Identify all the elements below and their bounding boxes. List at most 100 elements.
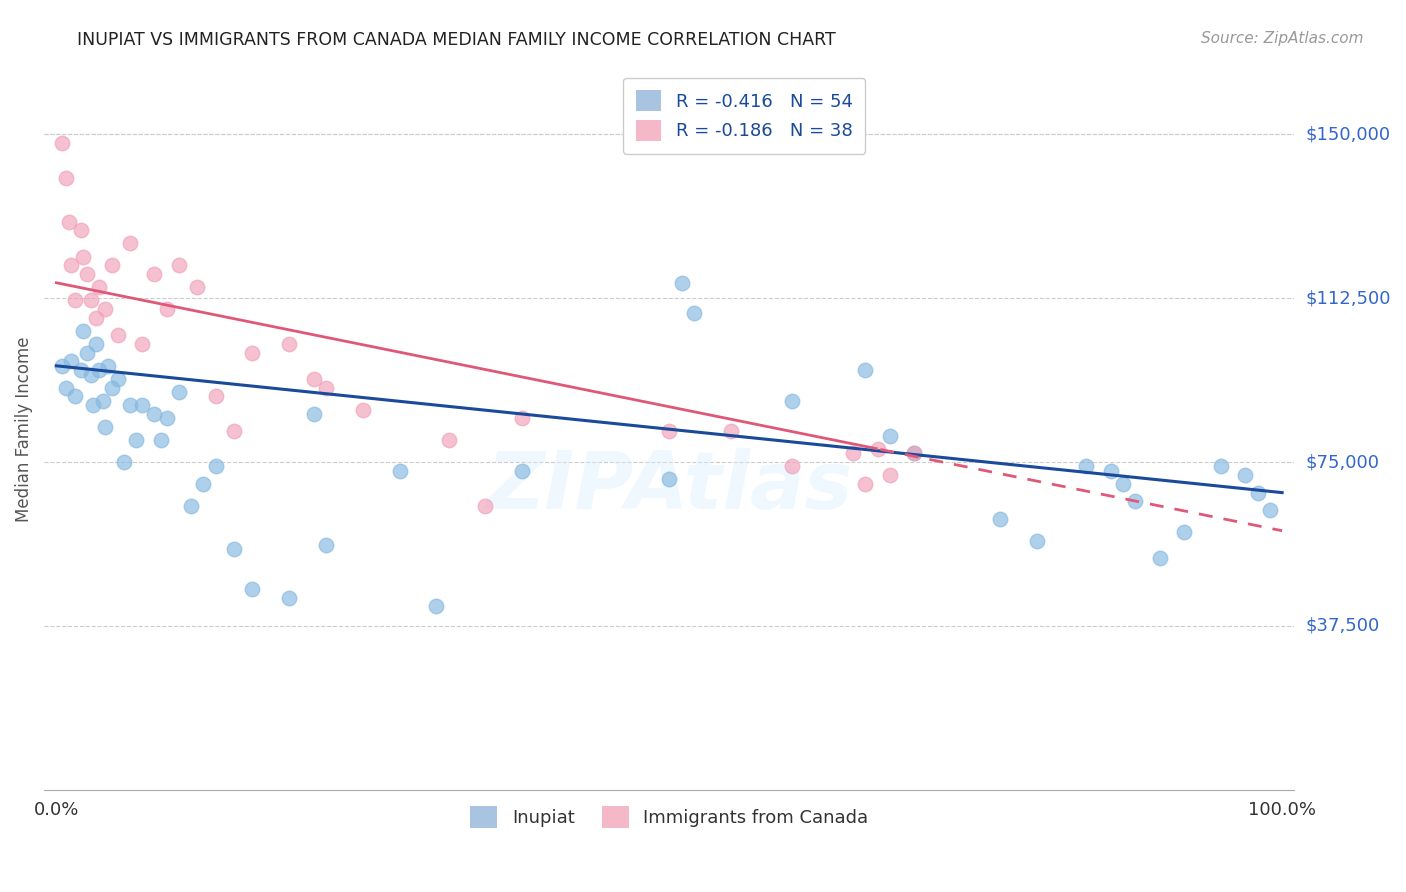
- Point: [780, 459, 803, 474]
- Point: [60, 354, 83, 368]
- Point: [204, 389, 226, 403]
- Point: [97, 359, 120, 373]
- Point: [70, 363, 93, 377]
- Point: [1234, 468, 1257, 483]
- Point: [80, 368, 103, 382]
- Point: [866, 442, 889, 456]
- Y-axis label: Median Family Income: Median Family Income: [15, 336, 32, 522]
- Text: Source: ZipAtlas.com: Source: ZipAtlas.com: [1201, 31, 1364, 46]
- Point: [89, 363, 111, 377]
- Point: [1026, 533, 1049, 548]
- Text: ZIPAtlas: ZIPAtlas: [486, 448, 852, 526]
- Point: [1099, 464, 1122, 478]
- Point: [988, 512, 1011, 526]
- Point: [193, 476, 215, 491]
- Point: [879, 429, 901, 443]
- Point: [107, 328, 129, 343]
- Point: [70, 223, 93, 237]
- Point: [879, 468, 901, 483]
- Point: [425, 599, 447, 614]
- Point: [72, 324, 94, 338]
- Point: [1209, 459, 1232, 474]
- Point: [1149, 551, 1171, 566]
- Point: [167, 385, 190, 400]
- Point: [51, 359, 73, 373]
- Point: [315, 381, 337, 395]
- Point: [682, 306, 704, 320]
- Point: [82, 398, 104, 412]
- Point: [76, 267, 98, 281]
- Text: INUPIAT VS IMMIGRANTS FROM CANADA MEDIAN FAMILY INCOME CORRELATION CHART: INUPIAT VS IMMIGRANTS FROM CANADA MEDIAN…: [77, 31, 837, 49]
- Point: [51, 136, 73, 150]
- Point: [437, 433, 460, 447]
- Point: [224, 425, 246, 439]
- Point: [91, 393, 114, 408]
- Point: [510, 464, 533, 478]
- Point: [242, 582, 264, 596]
- Point: [118, 236, 141, 251]
- Point: [112, 455, 135, 469]
- Point: [63, 293, 86, 308]
- Point: [131, 398, 153, 412]
- Point: [84, 310, 107, 325]
- Point: [474, 499, 496, 513]
- Point: [842, 446, 865, 460]
- Point: [100, 381, 122, 395]
- Point: [149, 433, 172, 447]
- Point: [242, 345, 264, 359]
- Point: [80, 293, 103, 308]
- Text: $75,000: $75,000: [1306, 453, 1379, 471]
- Point: [278, 337, 301, 351]
- Point: [658, 473, 681, 487]
- Point: [352, 402, 374, 417]
- Point: [89, 280, 111, 294]
- Point: [388, 464, 411, 478]
- Point: [72, 250, 94, 264]
- Point: [84, 337, 107, 351]
- Point: [1246, 485, 1268, 500]
- Point: [853, 363, 876, 377]
- Point: [94, 420, 117, 434]
- Point: [131, 337, 153, 351]
- Point: [302, 407, 325, 421]
- Point: [55, 170, 77, 185]
- Point: [278, 591, 301, 605]
- Point: [167, 258, 190, 272]
- Point: [63, 389, 86, 403]
- Point: [58, 214, 80, 228]
- Point: [903, 446, 925, 460]
- Point: [125, 433, 148, 447]
- Point: [100, 258, 122, 272]
- Point: [671, 276, 693, 290]
- Legend: Inupiat, Immigrants from Canada: Inupiat, Immigrants from Canada: [463, 798, 876, 835]
- Point: [1258, 503, 1281, 517]
- Point: [118, 398, 141, 412]
- Point: [853, 476, 876, 491]
- Text: $112,500: $112,500: [1306, 289, 1391, 307]
- Point: [143, 407, 166, 421]
- Point: [1112, 476, 1135, 491]
- Point: [302, 372, 325, 386]
- Point: [315, 538, 337, 552]
- Point: [1123, 494, 1146, 508]
- Point: [55, 381, 77, 395]
- Point: [720, 425, 742, 439]
- Point: [1173, 524, 1195, 539]
- Point: [903, 446, 925, 460]
- Point: [186, 280, 208, 294]
- Point: [658, 425, 681, 439]
- Point: [1074, 459, 1097, 474]
- Text: $37,500: $37,500: [1306, 617, 1379, 635]
- Point: [156, 301, 179, 316]
- Point: [156, 411, 179, 425]
- Point: [780, 393, 803, 408]
- Point: [76, 345, 98, 359]
- Text: $150,000: $150,000: [1306, 125, 1391, 143]
- Point: [204, 459, 226, 474]
- Point: [143, 267, 166, 281]
- Point: [180, 499, 202, 513]
- Point: [510, 411, 533, 425]
- Point: [94, 301, 117, 316]
- Point: [60, 258, 83, 272]
- Point: [224, 542, 246, 557]
